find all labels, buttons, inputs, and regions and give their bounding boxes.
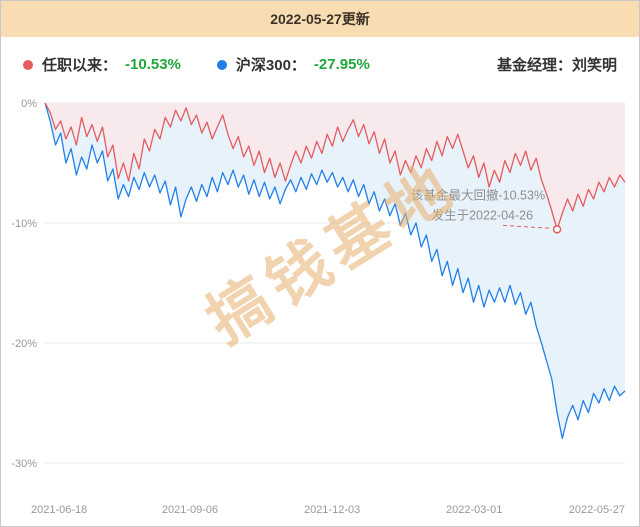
max-drawdown-annotation-line2: 发生于2022-04-26 xyxy=(432,207,533,222)
y-axis-tick-label: 0% xyxy=(21,98,37,110)
fund-series-label: 任职以来： xyxy=(42,57,118,74)
x-axis-tick-label: 2022-03-01 xyxy=(446,504,502,516)
index-series-dot-icon xyxy=(216,59,227,70)
chart-area: 0% -10% -20% -30% 2021-06-18 2021-09-06 2021-1… xyxy=(9,93,633,523)
y-axis-tick-label: -20% xyxy=(11,338,37,350)
fund-manager-label: 基金经理：刘笑明 xyxy=(496,57,617,74)
y-axis-tick-label: -30% xyxy=(11,458,37,470)
x-axis-tick-label: 2021-12-03 xyxy=(304,504,360,516)
fund-series-dot-icon xyxy=(23,59,33,70)
x-axis-tick-label: 2021-09-06 xyxy=(162,504,218,516)
index-series-label: 沪深300： xyxy=(235,57,306,74)
x-axis-tick-label: 2021-06-18 xyxy=(31,504,87,516)
max-drawdown-marker xyxy=(552,225,562,234)
x-axis-tick-label: 2022-05-27 xyxy=(569,504,625,516)
update-date-bar: 2022-05-27更新 xyxy=(1,1,639,37)
series-area-任职以来 xyxy=(45,103,625,230)
annotation-leader-line xyxy=(503,224,553,229)
max-drawdown-annotation-line1: 该基金最大回撤-10.53% xyxy=(411,187,545,202)
series-area-沪深300 xyxy=(45,103,625,439)
series-line-沪深300 xyxy=(44,102,626,440)
legend: 任职以来： -10.53% 沪深300： -27.95% 基金经理：刘笑明 xyxy=(1,54,639,75)
y-axis-tick-label: -10% xyxy=(11,218,37,230)
fund-series-value: -10.53% xyxy=(125,56,181,73)
update-date-text: 2022-05-27更新 xyxy=(270,11,370,27)
series-line-任职以来 xyxy=(44,102,626,231)
performance-line-chart: 0% -10% -20% -30% 2021-06-18 2021-09-06 2021-1… xyxy=(11,98,626,516)
index-series-value: -27.95% xyxy=(313,56,370,73)
